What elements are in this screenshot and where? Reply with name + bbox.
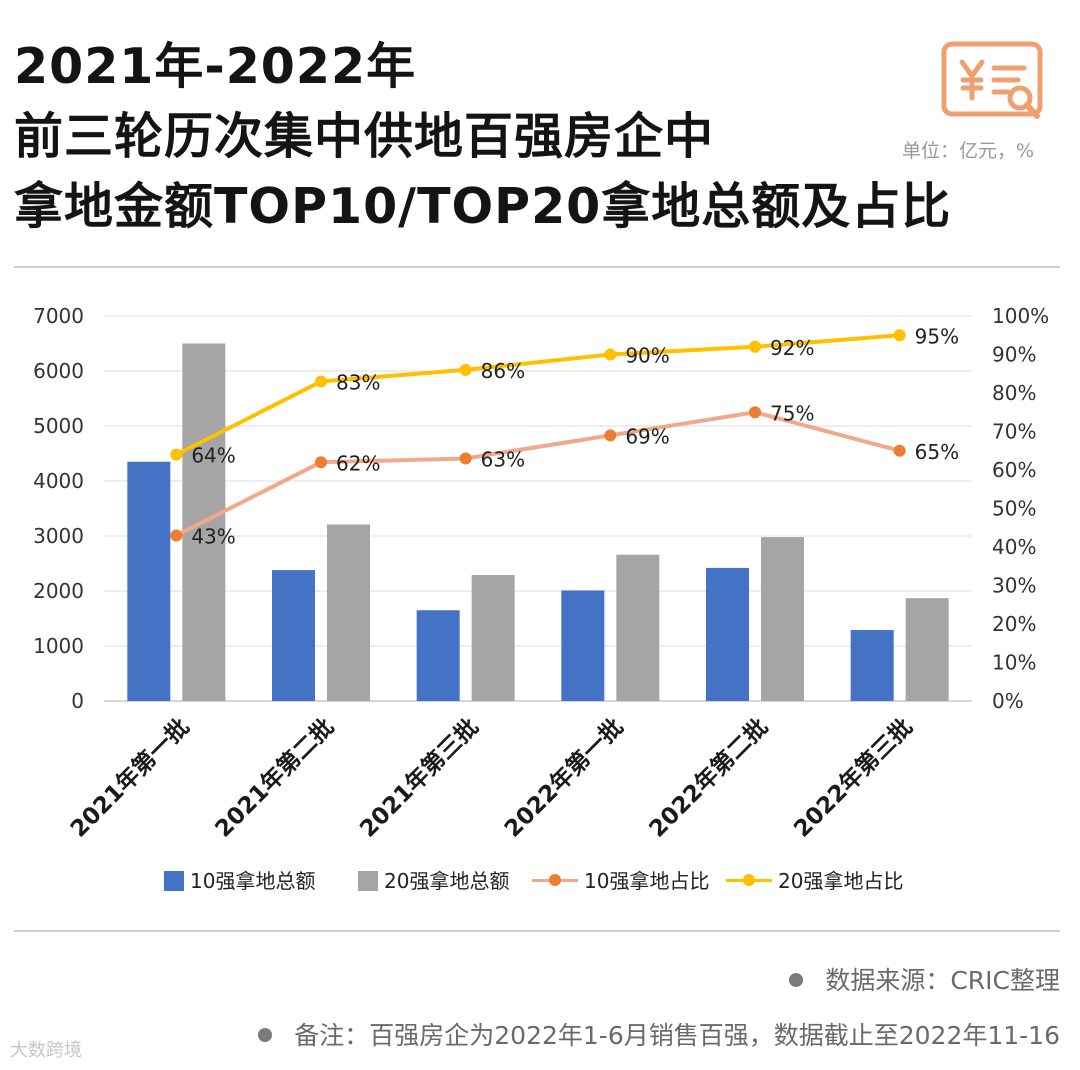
category-axis-labels: 2021年第一批 2021年第二批 2021年第三批 2022年第一批 2022年第二批… [65,713,918,842]
marker-top10-share [604,429,617,442]
bar-series [127,343,949,701]
right-tick-label: 70% [992,420,1036,444]
money-document-icon [941,41,1043,119]
source-note: 数据来源：CRIC整理 [789,961,1060,997]
bullet-dot [258,1028,273,1042]
bar-top20-amount [761,537,804,701]
left-tick-label: 1000 [33,634,84,658]
data-label-top10-share: 62% [336,451,380,475]
title-line-2: 前三轮历次集中供地百强房企中 [14,108,715,165]
left-tick-label: 5000 [33,414,84,438]
watermark: 大数跨境 [10,1040,82,1061]
legend-label: 10强拿地占比 [584,869,710,893]
legend-label: 20强拿地总额 [384,869,510,893]
marker-top20-share [459,363,472,376]
bar-top20-amount [616,554,660,701]
legend-swatch-gray [358,870,378,891]
legend-item-top10-amount: 10强拿地总额 [164,866,315,896]
bottom-divider [14,930,1060,932]
marker-top10-share [749,406,761,419]
bar-top20-amount [905,598,949,701]
right-tick-label: 80% [992,381,1036,405]
line-top20-share [175,333,900,457]
source-text: 数据来源：CRIC整理 [825,966,1060,995]
left-tick-label: 3000 [33,524,84,548]
left-tick-label: 7000 [33,304,84,328]
category-label: 2022年第一批 [499,713,628,842]
remark-text: 备注：百强房企为2022年1-6月销售百强，数据截止至2022年11-16 [294,1021,1060,1050]
data-label-top20-share: 86% [481,359,525,383]
right-tick-label: 90% [992,343,1036,367]
legend-item-top20-amount: 20强拿地总额 [358,866,509,896]
remark-note: 备注：百强房企为2022年1-6月销售百强，数据截止至2022年11-16 [258,1016,1060,1052]
right-tick-label: 20% [992,612,1036,636]
data-label-top20-share: 95% [915,324,959,348]
marker-top20-share [170,448,183,461]
legend: 10强拿地总额 20强拿地总额 10强拿地占比 20强拿地占比 [0,866,1080,896]
marker-top20-share [749,340,761,353]
bar-top10-amount [850,630,894,701]
bar-top10-amount [561,590,605,701]
marker-top10-share [170,529,183,542]
bullet-dot [789,973,804,987]
data-label-top20-share: 83% [336,370,380,394]
category-label: 2022年第二批 [644,713,773,842]
left-tick-label: 4000 [33,469,84,493]
category-label: 2021年第三批 [354,713,483,842]
bar-top20-amount [471,575,515,701]
right-tick-label: 30% [992,574,1036,598]
category-label: 2022年第三批 [788,713,917,842]
marker-top20-share [315,375,327,388]
right-tick-label: 10% [992,651,1036,675]
marker-top20-share [604,348,617,361]
marker-top10-share [459,452,472,465]
right-tick-label: 60% [992,458,1036,482]
bar-top10-amount [272,570,315,701]
data-label-top20-share: 90% [625,344,669,368]
legend-label: 20强拿地占比 [778,869,904,893]
line-series: 43% 62% 63% 69% 75% 65% 64% 83% 86% 90% 92% 95% [170,324,959,548]
left-tick-label: 0 [71,689,84,713]
legend-item-top10-share: 10强拿地占比 [532,866,709,896]
data-label-top10-share: 65% [915,440,959,464]
category-label: 2021年第二批 [210,713,339,842]
right-tick-label: 50% [992,497,1036,521]
marker-top20-share [893,329,906,342]
legend-swatch-blue [164,870,184,891]
bar-top10-amount [416,610,460,701]
left-tick-label: 2000 [33,579,84,603]
bar-top20-amount [327,524,370,701]
data-label-top20-share: 92% [770,336,814,360]
legend-swatch-yellow-line [726,874,772,886]
right-tick-label: 0% [992,689,1024,713]
title-line-3: 拿地金额TOP10/TOP20拿地总额及占比 [14,178,952,235]
marker-top10-share [315,456,327,469]
bar-top10-amount [706,567,749,701]
data-label-top10-share: 69% [625,424,669,448]
marker-top10-share [893,444,906,457]
right-tick-label: 40% [992,535,1036,559]
left-tick-label: 6000 [33,359,84,383]
data-label-top20-share: 64% [191,444,235,468]
line-top10-share [175,410,901,538]
bar-top10-amount [127,461,171,701]
legend-label: 10强拿地总额 [190,869,316,893]
combo-chart: 0 1000 2000 3000 4000 5000 6000 7000 0% 10% 20% 30… [33,304,1049,843]
data-label-top10-share: 43% [191,524,235,548]
data-label-top10-share: 75% [770,401,814,425]
data-label-top10-share: 63% [481,447,525,471]
gridlines [104,315,972,702]
unit-label: 单位：亿元，% [901,140,1034,162]
right-tick-label: 100% [992,304,1049,328]
category-label: 2021年第一批 [65,713,194,842]
legend-swatch-orange-line [532,874,578,886]
legend-item-top20-share: 20强拿地占比 [726,866,903,896]
top-divider [14,266,1060,268]
left-axis-ticks: 0 1000 2000 3000 4000 5000 6000 7000 [33,304,84,713]
title-line-1: 2021年-2022年 [14,38,417,95]
right-axis-ticks: 0% 10% 20% 30% 40% 50% 60% 70% 80% 90% 100% [992,304,1049,713]
